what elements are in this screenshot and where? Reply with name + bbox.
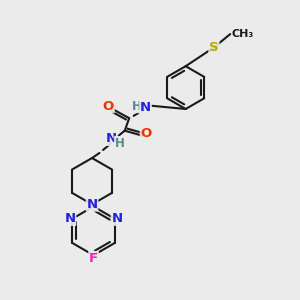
Text: F: F [89,252,98,265]
Text: N: N [106,132,117,145]
Text: S: S [209,41,219,54]
Text: N: N [64,212,76,225]
Text: N: N [112,212,123,225]
Text: H: H [132,100,142,112]
Text: O: O [103,100,114,112]
Text: O: O [140,128,152,140]
Text: H: H [115,137,124,150]
Text: N: N [86,198,98,211]
Text: N: N [140,101,151,114]
Text: CH₃: CH₃ [232,29,254,39]
